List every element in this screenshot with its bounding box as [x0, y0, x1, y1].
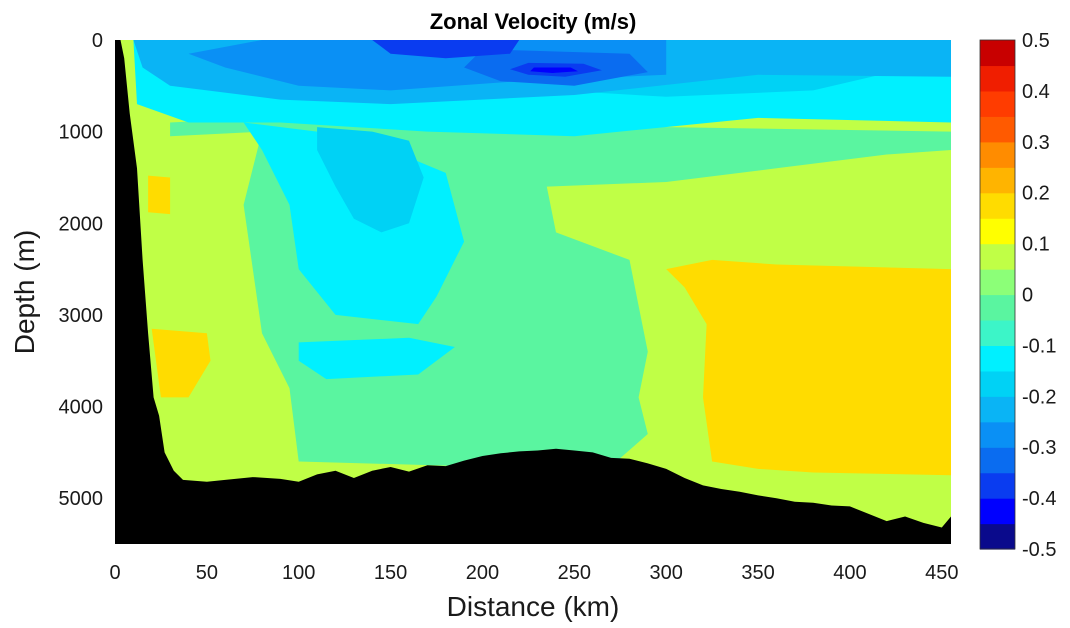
- seafloor-bathymetry: [115, 40, 951, 544]
- x-tick-label: 200: [466, 562, 499, 584]
- x-tick-label: 100: [282, 562, 315, 584]
- colorbar-tick-label: -0.1: [1022, 335, 1056, 357]
- colorbar: 0.5 0.4 0.3 0.2 0.1 0 -0.1 -0.2 -0.3 -0.4 -0.5: [979, 30, 1056, 561]
- x-tick-label: 350: [741, 562, 774, 584]
- colorbar-swatch: [980, 447, 1015, 474]
- colorbar-swatch: [980, 319, 1015, 346]
- velocity-region-8: [298, 337, 455, 380]
- colorbar-tick-label: 0.2: [1022, 183, 1050, 205]
- x-tick-label: 300: [650, 562, 683, 584]
- velocity-region-9: [317, 127, 424, 233]
- colorbar-swatch: [980, 523, 1015, 550]
- colorbar-tick-label: 0: [1022, 285, 1033, 307]
- colorbar-swatch: [980, 65, 1015, 92]
- x-tick-label: 250: [558, 562, 591, 584]
- velocity-region-14: [372, 40, 520, 59]
- colorbar-swatch: [980, 421, 1015, 448]
- colorbar-swatch: [980, 167, 1015, 194]
- colorbar-swatch: [980, 243, 1015, 270]
- colorbar-swatch: [980, 40, 1015, 67]
- colorbar-tick-label: -0.2: [1022, 386, 1056, 408]
- colorbar-tick-label: -0.5: [1022, 539, 1056, 561]
- x-axis: 0 50 100 150 200 250 300 350 400 450: [109, 562, 958, 584]
- y-axis: 0 1000 2000 3000 4000 5000: [59, 30, 104, 510]
- y-tick-label: 0: [92, 30, 103, 52]
- colorbar-swatch: [980, 498, 1015, 525]
- chart-title: Zonal Velocity (m/s): [430, 9, 637, 34]
- colorbar-tick-label: 0.1: [1022, 234, 1050, 256]
- colorbar-swatch: [980, 90, 1015, 117]
- colorbar-swatch: [980, 116, 1015, 143]
- colorbar-tick-label: 0.4: [1022, 81, 1050, 103]
- x-tick-label: 450: [925, 562, 958, 584]
- colorbar-swatch: [980, 269, 1015, 296]
- y-axis-title: Depth (m): [9, 230, 40, 354]
- seafloor: [115, 40, 951, 544]
- x-axis-title: Distance (km): [447, 591, 620, 622]
- colorbar-swatch: [980, 396, 1015, 423]
- velocity-field: [115, 40, 951, 544]
- velocity-region-4: [151, 328, 211, 398]
- colorbar-swatch: [980, 294, 1015, 321]
- velocity-region-16: [530, 67, 578, 73]
- colorbar-swatch: [980, 192, 1015, 219]
- x-tick-label: 150: [374, 562, 407, 584]
- colorbar-frame: [979, 39, 1016, 550]
- y-tick-label: 5000: [59, 488, 104, 510]
- colorbar-tick-label: 0.3: [1022, 132, 1050, 154]
- colorbar-tick-label: 0.5: [1022, 30, 1050, 52]
- velocity-region-3: [148, 175, 171, 215]
- velocity-region-1: [666, 259, 951, 476]
- x-tick-label: 0: [109, 562, 120, 584]
- colorbar-tick-label: -0.3: [1022, 437, 1056, 459]
- y-tick-label: 1000: [59, 122, 104, 144]
- colorbar-swatch: [980, 472, 1015, 499]
- y-tick-label: 4000: [59, 397, 104, 419]
- colorbar-swatch: [980, 141, 1015, 168]
- x-tick-label: 50: [196, 562, 218, 584]
- colorbar-tick-label: -0.4: [1022, 488, 1056, 510]
- colorbar-swatch: [980, 370, 1015, 397]
- x-tick-label: 400: [833, 562, 866, 584]
- y-tick-label: 3000: [59, 305, 104, 327]
- colorbar-swatch: [980, 345, 1015, 372]
- y-tick-label: 2000: [59, 213, 104, 235]
- colorbar-swatch: [980, 218, 1015, 245]
